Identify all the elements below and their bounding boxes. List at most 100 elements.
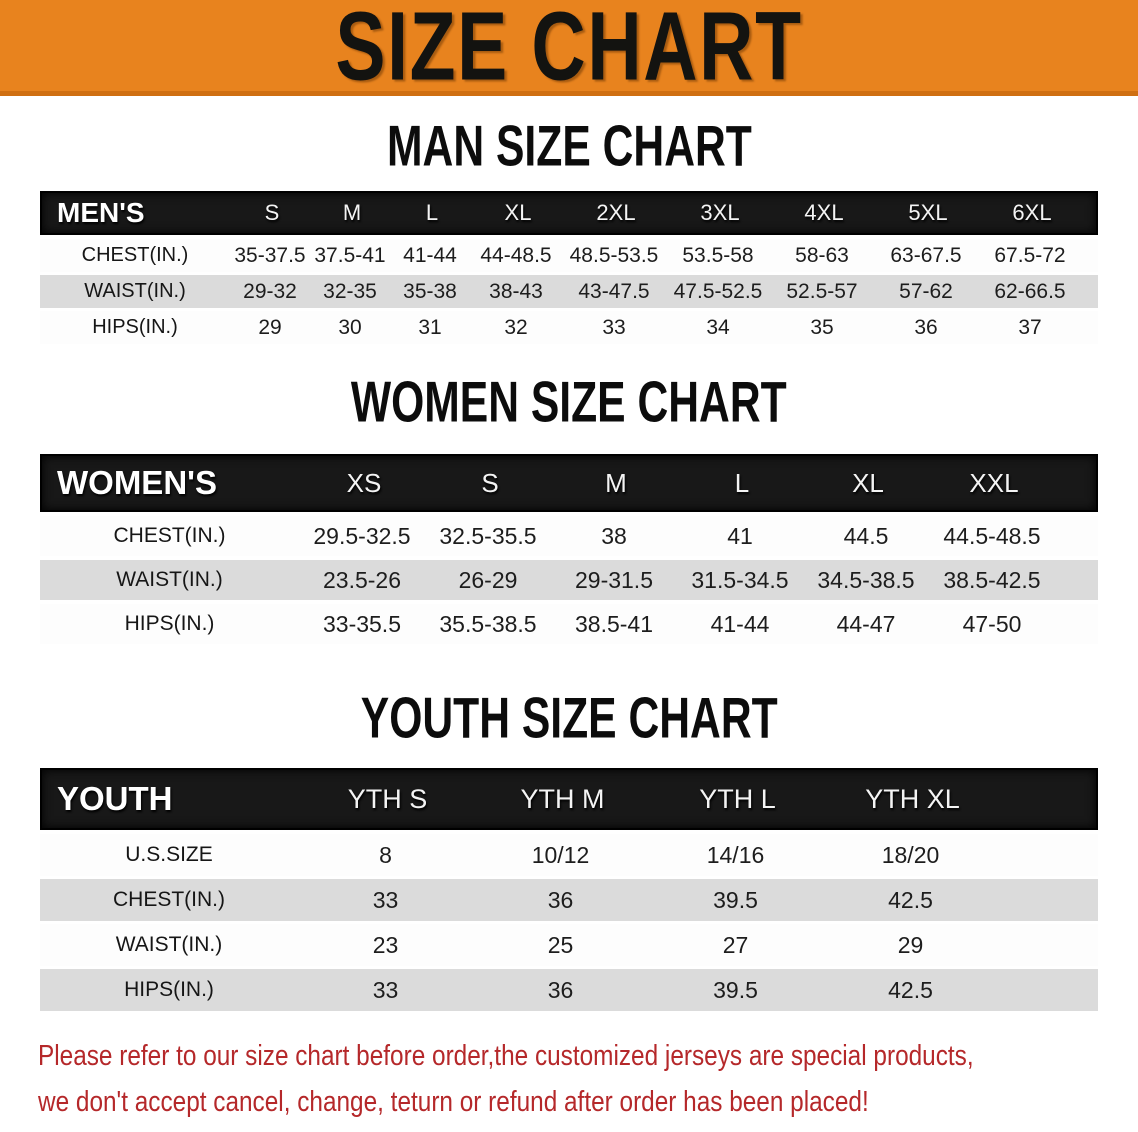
size-value-cell: 38.5-41: [574, 610, 653, 637]
size-value-cell: 41-44: [710, 610, 770, 637]
size-value-cell: 42.5: [888, 976, 933, 1003]
size-value-cell: 47-50: [962, 610, 1022, 637]
size-value-cell: 29-31.5: [574, 566, 653, 593]
size-column-header: M: [342, 200, 362, 225]
size-value-cell: 38.5-42.5: [943, 566, 1041, 593]
size-value-cell: 32-35: [323, 279, 377, 303]
size-column-header: 3XL: [700, 200, 740, 225]
womens-table-title: WOMEN'S: [57, 464, 218, 501]
size-value-cell: 44.5-48.5: [943, 522, 1041, 549]
size-value-cell: 44.5: [843, 522, 889, 549]
banner-title: SIZE CHART: [335, 0, 803, 100]
size-value-cell: 38: [601, 522, 627, 549]
size-value-cell: 52.5-57: [786, 279, 858, 303]
size-column-header: S: [264, 200, 280, 225]
measurement-row: CHEST(IN.) 35-37.5 37.5-41 41-44 44-48.5 48.5…: [40, 239, 1098, 272]
size-value-cell: 25: [547, 931, 574, 958]
size-value-cell: 26-29: [458, 566, 518, 593]
size-value-cell: 14/16: [706, 841, 765, 868]
measurement-label: HIPS(IN.): [92, 316, 178, 338]
size-value-cell: 35-38: [403, 279, 457, 303]
size-value-cell: 41: [727, 522, 753, 549]
measurement-label: HIPS(IN.): [124, 612, 215, 635]
size-value-cell: 35: [810, 315, 834, 339]
measurement-row: HIPS(IN.) 33 36 39.5 42.5: [40, 969, 1098, 1011]
size-value-cell: 29: [258, 315, 282, 339]
size-value-cell: 57-62: [899, 279, 953, 303]
size-column-header: 6XL: [1012, 200, 1052, 225]
size-value-cell: 29.5-32.5: [313, 522, 411, 549]
size-value-cell: 35-37.5: [234, 243, 306, 267]
women-section-title: WOMEN SIZE CHART: [351, 371, 787, 435]
womens-header-band: WOMEN'S XS S M L XL XXL: [40, 454, 1098, 512]
measurement-row: U.S.SIZE 8 10/12 14/16 18/20: [40, 834, 1098, 876]
size-value-cell: 36: [914, 315, 938, 339]
size-value-cell: 42.5: [888, 886, 933, 913]
measurement-row: WAIST(IN.) 29-32 32-35 35-38 38-43 43-47.5 47.…: [40, 275, 1098, 308]
size-value-cell: 31.5-34.5: [691, 566, 789, 593]
size-value-cell: 8: [379, 841, 392, 868]
size-value-cell: 29: [897, 931, 924, 958]
size-value-cell: 33-35.5: [322, 610, 401, 637]
size-value-cell: 36: [547, 886, 574, 913]
mens-table-title: MEN'S: [57, 197, 145, 228]
size-value-cell: 62-66.5: [994, 279, 1066, 303]
measurement-label: HIPS(IN.): [124, 978, 214, 1001]
youth-header-band: YOUTH YTH S YTH M YTH L YTH XL: [40, 768, 1098, 830]
size-column-header: L: [734, 467, 750, 498]
measurement-label: CHEST(IN.): [113, 524, 226, 547]
size-value-cell: 31: [418, 315, 442, 339]
size-value-cell: 34.5-38.5: [817, 566, 915, 593]
size-value-cell: 23.5-26: [322, 566, 401, 593]
measurement-label: WAIST(IN.): [115, 933, 223, 956]
measurement-label: CHEST(IN.): [113, 888, 225, 911]
men-section-heading: MAN SIZE CHART: [0, 115, 1138, 179]
size-value-cell: 39.5: [713, 886, 758, 913]
women-section-heading: WOMEN SIZE CHART: [0, 371, 1138, 435]
size-value-cell: 53.5-58: [682, 243, 754, 267]
youth-size-table: YOUTH YTH S YTH M YTH L YTH XL U.S.SIZE 8 10/12…: [40, 768, 1098, 1011]
mens-size-table: MEN'S S M L XL 2XL 3XL 4XL 5XL 6XL CHEST(IN.) 35-37…: [40, 191, 1098, 344]
size-column-header: 4XL: [804, 200, 844, 225]
measurement-row: CHEST(IN.) 33 36 39.5 42.5: [40, 879, 1098, 921]
size-column-header: L: [425, 200, 439, 225]
size-value-cell: 34: [706, 315, 730, 339]
size-value-cell: 23: [372, 931, 399, 958]
size-value-cell: 29-32: [243, 279, 297, 303]
size-value-cell: 44-48.5: [480, 243, 552, 267]
measurement-row: HIPS(IN.) 29 30 31 32 33 34 35 36 37: [40, 311, 1098, 344]
size-column-header: YTH L: [699, 783, 776, 814]
size-value-cell: 63-67.5: [890, 243, 962, 267]
measurement-row: WAIST(IN.) 23 25 27 29: [40, 924, 1098, 966]
disclaimer-line-2: we don't accept cancel, change, teturn o…: [38, 1086, 869, 1118]
size-value-cell: 37.5-41: [314, 243, 386, 267]
size-column-header: S: [481, 467, 499, 498]
size-column-header: XL: [852, 467, 884, 498]
youth-table-title: YOUTH: [57, 780, 173, 817]
size-column-header: YTH S: [347, 783, 428, 814]
size-value-cell: 32.5-35.5: [439, 522, 537, 549]
size-value-cell: 27: [722, 931, 749, 958]
measurement-label: U.S.SIZE: [125, 843, 213, 866]
size-column-header: 5XL: [908, 200, 948, 225]
size-value-cell: 33: [372, 976, 399, 1003]
size-column-header: XXL: [969, 467, 1019, 498]
size-column-header: YTH M: [520, 783, 605, 814]
size-column-header: XS: [346, 467, 382, 498]
section-youth: YOUTH SIZE CHART YOUTH YTH S YTH M YTH L YTH…: [0, 687, 1138, 1011]
size-value-cell: 58-63: [795, 243, 849, 267]
size-value-cell: 30: [338, 315, 362, 339]
size-value-cell: 35.5-38.5: [439, 610, 537, 637]
size-value-cell: 33: [602, 315, 626, 339]
size-column-header: M: [605, 467, 627, 498]
womens-size-table: WOMEN'S XS S M L XL XXL CHEST(IN.) 29.5-32.5 32.5…: [40, 454, 1098, 644]
measurement-row: WAIST(IN.) 23.5-26 26-29 29-31.5 31.5-34.5 34…: [40, 560, 1098, 600]
size-column-header: YTH XL: [865, 783, 960, 814]
size-value-cell: 32: [504, 315, 528, 339]
youth-section-heading: YOUTH SIZE CHART: [0, 687, 1138, 751]
youth-section-title: YOUTH SIZE CHART: [360, 687, 778, 751]
size-column-header: XL: [504, 200, 532, 225]
size-value-cell: 44-47: [836, 610, 896, 637]
disclaimer-line-1: Please refer to our size chart before or…: [38, 1040, 974, 1072]
